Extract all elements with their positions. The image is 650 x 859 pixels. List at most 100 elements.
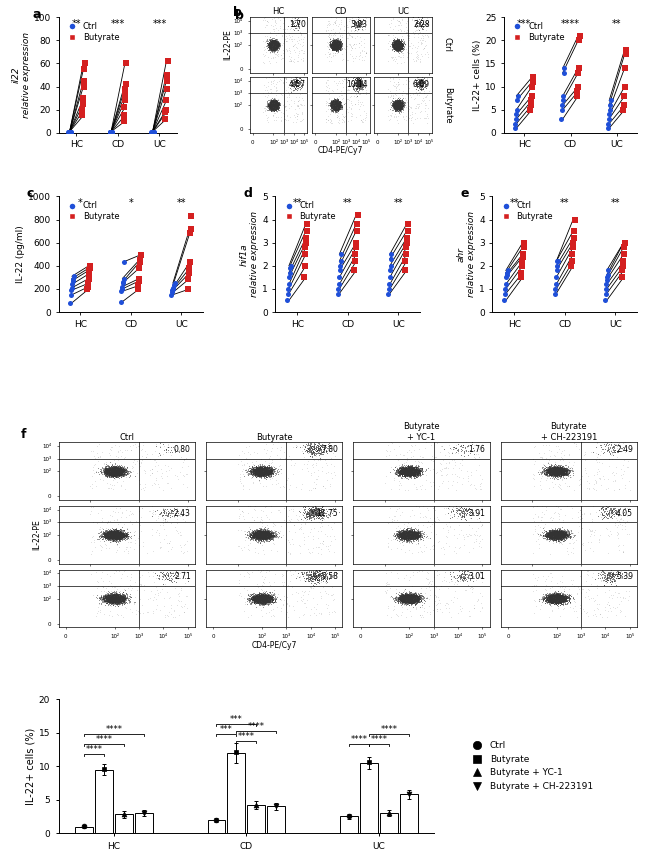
Point [575, 478, 585, 491]
Point [269, 24, 280, 38]
Point [401, 528, 411, 542]
Point [397, 40, 408, 54]
Point [552, 586, 562, 600]
Point [267, 97, 278, 111]
Point [270, 100, 281, 113]
Point [93, 449, 103, 463]
Point [330, 41, 340, 55]
Point [266, 34, 277, 47]
Point [439, 570, 449, 584]
Point [400, 594, 410, 607]
Point [270, 96, 281, 110]
Point [273, 98, 283, 112]
Point [102, 588, 112, 601]
Point [332, 96, 343, 110]
Point [170, 509, 181, 522]
Point [407, 530, 417, 544]
Point [251, 466, 261, 479]
Point [268, 95, 278, 109]
Point [331, 100, 341, 113]
Point [252, 530, 263, 544]
Point [556, 528, 567, 542]
Point [332, 38, 342, 52]
Point [393, 37, 404, 51]
Point [107, 530, 117, 544]
Point [330, 98, 341, 112]
Point [394, 96, 404, 110]
Point [329, 96, 339, 110]
Point [549, 592, 559, 606]
Point [407, 531, 417, 545]
Point [158, 512, 168, 526]
Point [328, 38, 338, 52]
Point [254, 464, 264, 478]
Point [393, 39, 404, 52]
Point [391, 40, 401, 54]
Point [330, 35, 340, 49]
Point [550, 462, 560, 476]
Point [254, 598, 264, 612]
Point [117, 464, 127, 478]
Point [263, 521, 273, 534]
Point [550, 525, 560, 539]
Point [109, 466, 120, 480]
Point [268, 98, 278, 112]
Point [120, 593, 131, 606]
Point [251, 531, 261, 545]
Point [395, 37, 406, 51]
Point [550, 464, 560, 478]
Point [266, 36, 277, 50]
Point [407, 592, 417, 606]
Point [549, 529, 560, 543]
Point [326, 99, 336, 113]
Point [260, 466, 270, 479]
Point [555, 527, 566, 540]
Point [255, 533, 266, 547]
Point [554, 591, 564, 605]
Point [459, 510, 469, 524]
Point [552, 529, 563, 543]
Point [330, 99, 341, 113]
Point [395, 96, 405, 110]
Point [395, 40, 406, 53]
Point [103, 529, 113, 543]
Point [116, 526, 126, 539]
Point [113, 589, 124, 603]
Point [269, 97, 280, 111]
Point [110, 466, 120, 479]
Point [259, 595, 269, 609]
Point [398, 593, 409, 606]
Point [113, 463, 124, 477]
Point [400, 465, 410, 478]
Point [410, 595, 421, 609]
Point [552, 593, 562, 606]
Point [391, 40, 401, 53]
Point [414, 530, 424, 544]
Point [330, 40, 341, 53]
Point [256, 466, 266, 480]
Point [404, 527, 415, 541]
Point [413, 527, 424, 540]
Point [410, 529, 420, 543]
Point [329, 39, 339, 52]
Point [270, 39, 280, 52]
Point [174, 453, 185, 466]
Point [107, 529, 118, 543]
Point [94, 437, 104, 451]
Point [417, 21, 428, 34]
Point [394, 41, 404, 55]
Point [251, 594, 261, 608]
Point [406, 593, 416, 606]
Point [257, 466, 267, 480]
Point [123, 465, 133, 478]
Point [549, 594, 559, 607]
Point [286, 14, 296, 27]
Point [109, 593, 119, 606]
Point [402, 592, 413, 606]
Point [268, 38, 278, 52]
Point [248, 594, 258, 607]
Point [113, 465, 124, 478]
Point [114, 594, 124, 607]
Point [395, 96, 406, 110]
Point [540, 596, 551, 610]
